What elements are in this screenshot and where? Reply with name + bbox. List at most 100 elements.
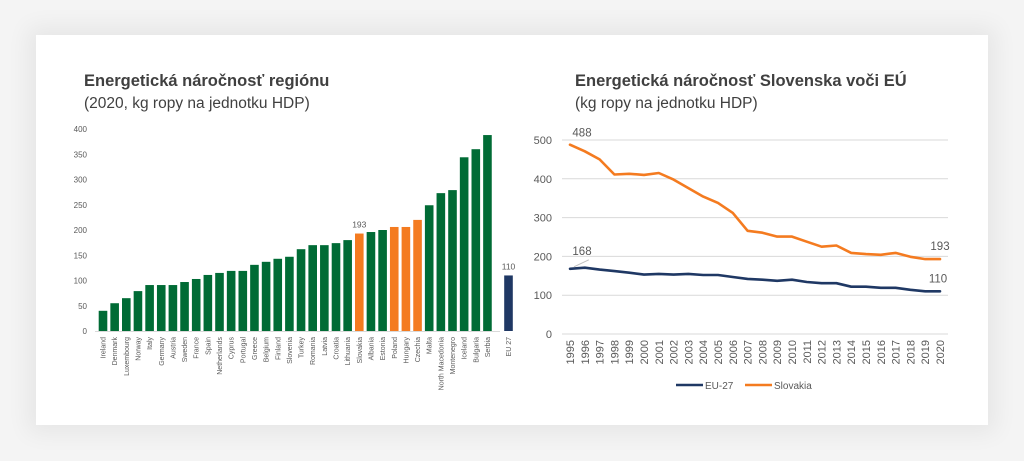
x-tick-label: Germany (159, 337, 166, 366)
x-tick-label: Iceland (462, 337, 469, 360)
x-tick-label: Romania (310, 337, 317, 365)
x-tick-label: Sweden (182, 337, 189, 362)
x-tick-label: Greece (252, 337, 259, 360)
x-tick-label: Croatia (334, 337, 341, 360)
bar (168, 285, 178, 331)
x-tick-label: 2004 (698, 340, 710, 364)
bar (215, 272, 224, 331)
y-tick-label: 350 (74, 150, 88, 159)
x-tick-label: Belgium (264, 337, 271, 362)
x-tick-label: Cyprus (229, 337, 236, 360)
bar (203, 274, 213, 331)
data-label: 110 (502, 261, 516, 271)
y-tick-label: 150 (74, 251, 88, 260)
x-tick-label: 2008 (757, 340, 769, 364)
data-label: 168 (572, 246, 591, 258)
data-label: 193 (930, 241, 949, 253)
x-tick-label: North Macedonia (438, 337, 445, 390)
bar (110, 303, 119, 331)
x-tick-label: Latvia (322, 337, 329, 356)
bar (122, 298, 131, 331)
series-line-slovakia (568, 143, 942, 261)
chart-card (36, 35, 988, 425)
x-tick-label: 2006 (728, 340, 740, 364)
x-tick-label: 2010 (787, 340, 799, 364)
x-tick-label: Bulgaria (473, 337, 480, 363)
x-tick-label: 2000 (639, 340, 651, 364)
x-tick-label: Ireland (101, 337, 108, 359)
y-tick-label: 200 (534, 251, 552, 263)
x-tick-label: Italy (147, 337, 154, 350)
bar (285, 256, 294, 331)
x-tick-label: 2002 (669, 340, 681, 364)
x-tick-label: Denmark (112, 337, 119, 366)
x-tick-label: Montenegro (450, 337, 457, 374)
x-tick-label: EU 27 (506, 337, 513, 357)
x-tick-label: 2015 (861, 340, 873, 364)
bar (504, 275, 513, 331)
x-tick-label: Lithuania (345, 337, 352, 366)
x-tick-label: 2005 (713, 340, 725, 364)
bar (413, 219, 422, 331)
y-tick-label: 500 (534, 135, 552, 147)
bar (483, 135, 492, 331)
x-tick-label: 1995 (565, 340, 577, 364)
data-label: 488 (572, 128, 591, 140)
bar (261, 261, 271, 331)
x-tick-label: 2001 (654, 340, 666, 364)
x-tick-label: Albania (368, 337, 375, 360)
x-tick-label: 2014 (846, 340, 858, 364)
x-tick-label: Portugal (240, 337, 247, 364)
x-tick-label: 1998 (609, 340, 621, 364)
left-chart-subtitle: (2020, kg ropy na jednotku HDP) (84, 95, 310, 112)
bar (436, 193, 446, 331)
y-tick-label: 100 (534, 290, 552, 302)
x-tick-label: Czechia (415, 337, 422, 362)
bar (355, 233, 364, 331)
x-tick-label: 2012 (817, 340, 829, 364)
bar (424, 205, 434, 331)
x-tick-label: Serbia (485, 337, 492, 357)
x-tick-label: 2003 (683, 340, 695, 364)
bar (238, 270, 248, 331)
x-tick-label: Norway (135, 337, 142, 361)
x-tick-label: 1999 (624, 340, 636, 364)
bar (98, 310, 108, 331)
right-chart-title: Energetická náročnosť Slovenska voči EÚ (575, 72, 907, 90)
x-tick-label: 2013 (831, 340, 843, 364)
y-tick-label: 100 (74, 277, 88, 286)
bar (378, 230, 387, 331)
right-chart-subtitle: (kg ropy na jednotku HDP) (575, 95, 758, 112)
bar (459, 157, 469, 331)
bar (471, 149, 481, 331)
y-tick-label: 0 (83, 327, 88, 336)
y-tick-label: 400 (534, 174, 552, 186)
bar (145, 285, 154, 331)
left-chart-title: Energetická náročnosť regiónu (84, 72, 330, 90)
x-tick-label: Netherlands (217, 337, 224, 375)
bar (343, 240, 352, 331)
bar (331, 243, 341, 331)
x-tick-label: 1996 (580, 340, 592, 364)
x-tick-label: Malta (427, 337, 434, 354)
bar (366, 232, 376, 331)
x-tick-label: 2018 (905, 340, 917, 364)
x-tick-label: 2020 (935, 340, 947, 364)
y-tick-label: 250 (74, 201, 88, 210)
y-tick-label: 400 (74, 125, 88, 134)
y-tick-label: 300 (534, 213, 552, 225)
bar (448, 190, 457, 331)
bar (133, 291, 143, 331)
y-tick-label: 50 (78, 302, 87, 311)
bar (156, 285, 166, 331)
bar (320, 245, 329, 331)
bar (296, 249, 306, 331)
series-line-eu-27 (568, 266, 942, 293)
x-tick-label: Estonia (380, 337, 387, 360)
x-tick-label: Finland (275, 337, 282, 360)
x-tick-label: Poland (392, 337, 399, 359)
data-label: 110 (929, 273, 947, 285)
x-tick-label: Spain (205, 337, 212, 355)
bar (401, 226, 411, 331)
